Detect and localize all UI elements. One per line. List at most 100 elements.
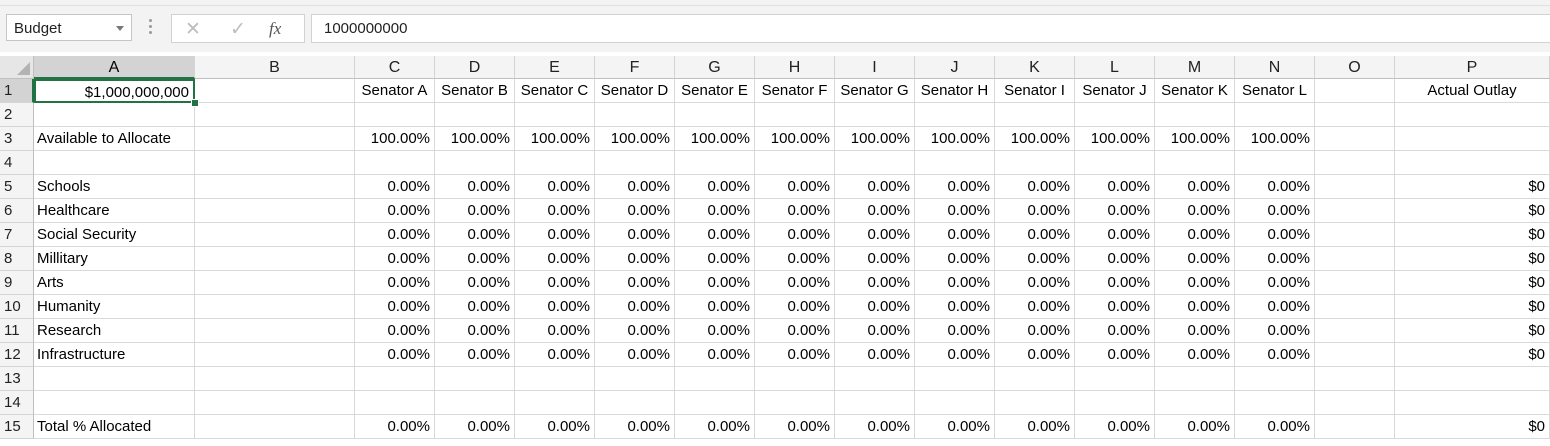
cell-i9[interactable]: 0.00% <box>835 271 915 295</box>
cell-f4[interactable] <box>595 151 675 175</box>
cell-h15[interactable]: 0.00% <box>755 415 835 439</box>
cell-j12[interactable]: 0.00% <box>915 343 995 367</box>
cell-c4[interactable] <box>355 151 435 175</box>
cell-g13[interactable] <box>675 367 755 391</box>
cell-i12[interactable]: 0.00% <box>835 343 915 367</box>
row-header-5[interactable]: 5 <box>0 175 34 199</box>
cell-h11[interactable]: 0.00% <box>755 319 835 343</box>
cell-k1[interactable]: Senator I <box>995 79 1075 103</box>
cell-p4[interactable] <box>1395 151 1550 175</box>
cell-b2[interactable] <box>195 103 355 127</box>
cell-j8[interactable]: 0.00% <box>915 247 995 271</box>
cell-m3[interactable]: 100.00% <box>1155 127 1235 151</box>
row-header-9[interactable]: 9 <box>0 271 34 295</box>
cell-i10[interactable]: 0.00% <box>835 295 915 319</box>
cell-m6[interactable]: 0.00% <box>1155 199 1235 223</box>
cell-k14[interactable] <box>995 391 1075 415</box>
cell-l10[interactable]: 0.00% <box>1075 295 1155 319</box>
cell-b13[interactable] <box>195 367 355 391</box>
cell-e15[interactable]: 0.00% <box>515 415 595 439</box>
cell-e1[interactable]: Senator C <box>515 79 595 103</box>
cell-c6[interactable]: 0.00% <box>355 199 435 223</box>
cell-g5[interactable]: 0.00% <box>675 175 755 199</box>
formula-bar-resize-handle[interactable] <box>149 19 152 37</box>
row-header-6[interactable]: 6 <box>0 199 34 223</box>
cell-d11[interactable]: 0.00% <box>435 319 515 343</box>
cell-p3[interactable] <box>1395 127 1550 151</box>
cell-l2[interactable] <box>1075 103 1155 127</box>
row-header-12[interactable]: 12 <box>0 343 34 367</box>
cell-g14[interactable] <box>675 391 755 415</box>
cell-f13[interactable] <box>595 367 675 391</box>
cell-o4[interactable] <box>1315 151 1395 175</box>
cell-m1[interactable]: Senator K <box>1155 79 1235 103</box>
cell-p8[interactable]: $0 <box>1395 247 1550 271</box>
cell-m8[interactable]: 0.00% <box>1155 247 1235 271</box>
cell-k10[interactable]: 0.00% <box>995 295 1075 319</box>
cell-o12[interactable] <box>1315 343 1395 367</box>
cell-b12[interactable] <box>195 343 355 367</box>
cell-f8[interactable]: 0.00% <box>595 247 675 271</box>
cell-c10[interactable]: 0.00% <box>355 295 435 319</box>
cell-i5[interactable]: 0.00% <box>835 175 915 199</box>
column-header-i[interactable]: I <box>835 56 915 79</box>
row-header-2[interactable]: 2 <box>0 103 34 127</box>
cell-k15[interactable]: 0.00% <box>995 415 1075 439</box>
cell-o3[interactable] <box>1315 127 1395 151</box>
cell-o9[interactable] <box>1315 271 1395 295</box>
cell-o10[interactable] <box>1315 295 1395 319</box>
cell-b14[interactable] <box>195 391 355 415</box>
cell-l14[interactable] <box>1075 391 1155 415</box>
cell-l1[interactable]: Senator J <box>1075 79 1155 103</box>
cell-g7[interactable]: 0.00% <box>675 223 755 247</box>
cell-j7[interactable]: 0.00% <box>915 223 995 247</box>
cell-h2[interactable] <box>755 103 835 127</box>
cell-a12[interactable]: Infrastructure <box>34 343 195 367</box>
cell-j9[interactable]: 0.00% <box>915 271 995 295</box>
cell-n10[interactable]: 0.00% <box>1235 295 1315 319</box>
cell-o15[interactable] <box>1315 415 1395 439</box>
cell-c15[interactable]: 0.00% <box>355 415 435 439</box>
cell-j5[interactable]: 0.00% <box>915 175 995 199</box>
cell-m11[interactable]: 0.00% <box>1155 319 1235 343</box>
cell-l9[interactable]: 0.00% <box>1075 271 1155 295</box>
cell-l7[interactable]: 0.00% <box>1075 223 1155 247</box>
column-header-n[interactable]: N <box>1235 56 1315 79</box>
cell-o14[interactable] <box>1315 391 1395 415</box>
row-header-8[interactable]: 8 <box>0 247 34 271</box>
cell-n5[interactable]: 0.00% <box>1235 175 1315 199</box>
cell-l3[interactable]: 100.00% <box>1075 127 1155 151</box>
cell-k5[interactable]: 0.00% <box>995 175 1075 199</box>
cell-l15[interactable]: 0.00% <box>1075 415 1155 439</box>
cell-b9[interactable] <box>195 271 355 295</box>
cell-a11[interactable]: Research <box>34 319 195 343</box>
cell-k3[interactable]: 100.00% <box>995 127 1075 151</box>
cell-a10[interactable]: Humanity <box>34 295 195 319</box>
cell-k4[interactable] <box>995 151 1075 175</box>
cell-d9[interactable]: 0.00% <box>435 271 515 295</box>
cell-b5[interactable] <box>195 175 355 199</box>
cell-h5[interactable]: 0.00% <box>755 175 835 199</box>
cell-n11[interactable]: 0.00% <box>1235 319 1315 343</box>
cell-g8[interactable]: 0.00% <box>675 247 755 271</box>
cell-n3[interactable]: 100.00% <box>1235 127 1315 151</box>
cell-n2[interactable] <box>1235 103 1315 127</box>
cell-a1[interactable]: $1,000,000,000 <box>34 79 195 103</box>
cell-h9[interactable]: 0.00% <box>755 271 835 295</box>
cell-m4[interactable] <box>1155 151 1235 175</box>
cell-i13[interactable] <box>835 367 915 391</box>
cell-i14[interactable] <box>835 391 915 415</box>
cell-j6[interactable]: 0.00% <box>915 199 995 223</box>
formula-input[interactable]: 1000000000 <box>311 14 1550 43</box>
cell-m7[interactable]: 0.00% <box>1155 223 1235 247</box>
cell-o13[interactable] <box>1315 367 1395 391</box>
cell-k12[interactable]: 0.00% <box>995 343 1075 367</box>
column-header-e[interactable]: E <box>515 56 595 79</box>
cell-k8[interactable]: 0.00% <box>995 247 1075 271</box>
enter-icon[interactable]: ✓ <box>230 19 246 40</box>
cell-g15[interactable]: 0.00% <box>675 415 755 439</box>
cell-k6[interactable]: 0.00% <box>995 199 1075 223</box>
cell-p5[interactable]: $0 <box>1395 175 1550 199</box>
cell-d7[interactable]: 0.00% <box>435 223 515 247</box>
cell-f10[interactable]: 0.00% <box>595 295 675 319</box>
